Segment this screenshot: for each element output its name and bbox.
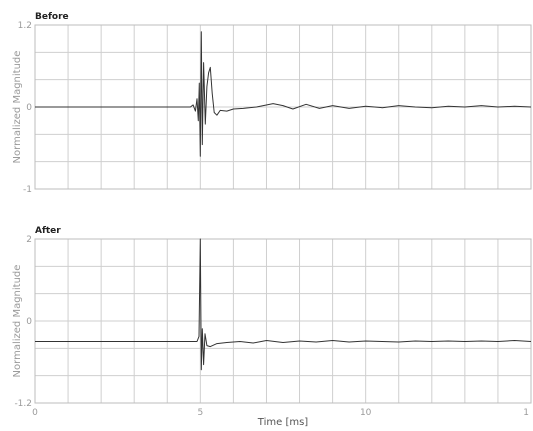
after-x-tick-label-0: 0	[32, 408, 38, 418]
after-y-tick-label-2: -1.2	[14, 399, 32, 409]
after-x-tick-label-1: 5	[197, 408, 203, 418]
after-y-axis-label: Normalized Magnitude	[12, 265, 23, 378]
before-y-tick-label-2: -1	[23, 185, 32, 195]
before-y-tick-label-1: 0	[26, 103, 32, 113]
before-y-tick-label-0: 1.2	[18, 21, 32, 31]
before-title: Before	[35, 12, 69, 22]
after-y-tick-label-1: 0	[26, 317, 32, 327]
after-series-line-0	[35, 239, 531, 370]
before-y-axis-label: Normalized Magnitude	[12, 51, 23, 164]
after-x-tick-label-3: 1	[523, 408, 529, 418]
after-x-axis-label: Time [ms]	[257, 417, 309, 427]
after-x-tick-label-2: 10	[360, 408, 372, 418]
before-series-line-0	[35, 32, 531, 156]
after-y-tick-label-0: 2	[26, 235, 32, 245]
after-title: After	[35, 226, 61, 236]
